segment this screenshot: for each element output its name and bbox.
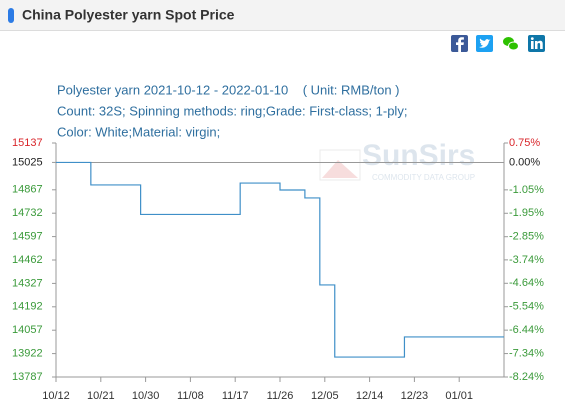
y2-tick-label: 0.75% (509, 137, 540, 149)
watermark-logo (319, 149, 361, 181)
x-tick-label: 10/30 (132, 390, 160, 402)
y2-tick-label: -1.95% (509, 207, 544, 219)
x-tick-label: 11/17 (222, 390, 249, 402)
watermark-text: SunSirs (362, 139, 475, 172)
header-title: China Polyester yarn Spot Price (22, 7, 235, 23)
y-tick-label: 14057 (12, 324, 43, 336)
y-tick-label: 14327 (12, 277, 43, 289)
x-tick-label: 12/14 (356, 390, 384, 402)
watermark-subtext: COMMODITY DATA GROUP (372, 173, 475, 182)
y-tick-label: 13922 (12, 348, 43, 360)
chart-subtitle: Count: 32S; Spinning methods: ring;Grade… (57, 103, 407, 118)
y2-tick-label: -4.64% (509, 277, 544, 289)
chart-subtitle: Color: White;Material: virgin; (57, 124, 220, 139)
x-tick-label: 12/05 (311, 390, 339, 402)
twitter-glyph (478, 38, 491, 48)
x-tick-label: 12/23 (401, 390, 429, 402)
price-line (56, 161, 504, 358)
header-icon (8, 8, 14, 23)
linkedin-glyph (530, 37, 534, 40)
y-tick-label: 14867 (12, 184, 43, 196)
chart-subtitle: Polyester yarn 2021-10-12 - 2022-01-10 (… (57, 82, 400, 97)
share-icons (451, 35, 545, 53)
y2-tick-label: -6.44% (509, 324, 544, 336)
x-tick-label: 11/08 (177, 390, 204, 402)
y-tick-label: 14192 (12, 301, 43, 313)
wechat-bubble (508, 41, 519, 51)
y-tick-label: 15025 (12, 156, 43, 168)
watermark-logo (322, 160, 358, 178)
y-tick-label: 14732 (12, 207, 43, 219)
y2-tick-label: 0.00% (509, 156, 540, 168)
x-tick-label: 10/21 (87, 390, 115, 402)
y-tick-label: 15137 (12, 137, 43, 149)
y2-tick-label: -1.05% (509, 184, 544, 196)
y2-tick-label: -5.54% (509, 301, 544, 313)
x-tick-label: 11/26 (267, 390, 294, 402)
linkedin-glyph (531, 41, 534, 49)
y-tick-label: 14597 (12, 231, 43, 243)
facebook-glyph (456, 37, 464, 53)
y2-tick-label: -2.85% (509, 231, 544, 243)
x-tick-label: 01/01 (445, 390, 473, 402)
y-tick-label: 13787 (12, 371, 43, 383)
y2-tick-label: -3.74% (509, 254, 544, 266)
y2-tick-label: -8.24% (509, 371, 544, 383)
linkedin-glyph (534, 40, 543, 49)
watermark: SunSirs COMMODITY DATA GROUP (319, 139, 475, 182)
y2-tick-label: -7.34% (509, 347, 544, 359)
header-bar (0, 0, 565, 30)
x-tick-label: 10/12 (42, 390, 70, 402)
y-tick-label: 14462 (12, 254, 43, 266)
